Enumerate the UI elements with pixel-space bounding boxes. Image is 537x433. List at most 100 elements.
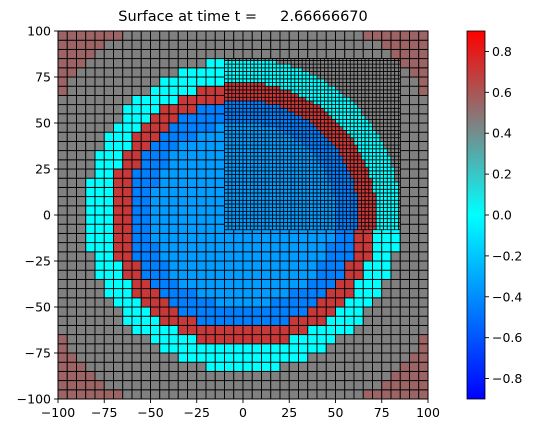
surface-fine-cell — [357, 148, 362, 153]
surface-fine-cell — [357, 196, 362, 201]
surface-cell — [205, 324, 216, 336]
surface-fine-cell — [301, 207, 307, 212]
surface-cell — [409, 288, 420, 299]
surface-cell — [57, 48, 68, 60]
surface-cell — [131, 232, 142, 244]
surface-fine-cell — [383, 199, 388, 205]
surface-fine-cell — [309, 225, 314, 231]
surface-fine-cell — [261, 58, 266, 61]
surface-cell — [261, 315, 272, 326]
surface-cell — [177, 380, 188, 391]
surface-fine-cell — [242, 74, 248, 80]
surface-fine-cell — [372, 210, 377, 216]
surface-cell — [224, 380, 235, 391]
surface-fine-cell — [375, 85, 381, 91]
surface-cell — [113, 168, 124, 179]
surface-fine-cell — [298, 152, 303, 157]
surface-fine-cell — [331, 100, 336, 105]
surface-fine-cell — [386, 60, 392, 65]
surface-fine-cell — [253, 78, 259, 83]
surface-fine-cell — [287, 192, 292, 197]
surface-cell — [279, 324, 290, 336]
surface-fine-cell — [242, 166, 248, 172]
surface-fine-cell — [298, 188, 303, 194]
surface-cell — [372, 315, 383, 326]
surface-fine-cell — [342, 93, 347, 98]
surface-cell — [233, 232, 244, 244]
surface-fine-cell — [261, 185, 266, 190]
surface-fine-cell — [246, 203, 251, 209]
surface-cell — [325, 343, 336, 354]
surface-fine-cell — [275, 118, 281, 124]
surface-fine-cell — [287, 133, 292, 139]
surface-fine-cell — [338, 58, 344, 61]
surface-fine-cell — [357, 221, 362, 227]
surface-fine-cell — [257, 166, 262, 172]
surface-cell — [94, 39, 105, 50]
surface-cell — [66, 94, 77, 106]
surface-cell — [205, 232, 216, 244]
surface-cell — [288, 251, 299, 262]
surface-fine-cell — [242, 141, 248, 146]
surface-fine-cell — [320, 218, 325, 223]
surface-cell — [418, 297, 429, 308]
surface-fine-cell — [346, 177, 351, 183]
surface-fine-cell — [275, 207, 281, 212]
surface-fine-cell — [250, 141, 255, 146]
surface-cell — [66, 352, 77, 363]
surface-fine-cell — [312, 152, 318, 157]
surface-fine-cell — [353, 85, 359, 91]
surface-cell — [399, 242, 410, 253]
surface-fine-cell — [287, 96, 292, 102]
surface-fine-cell — [279, 74, 285, 80]
surface-cell — [214, 315, 225, 326]
surface-cell — [325, 260, 336, 271]
surface-fine-cell — [272, 133, 277, 139]
surface-cell — [76, 260, 87, 271]
surface-cell — [418, 232, 429, 244]
surface-fine-cell — [346, 60, 351, 65]
surface-fine-cell — [257, 181, 262, 186]
surface-fine-cell — [349, 133, 355, 139]
surface-fine-cell — [272, 67, 277, 72]
surface-cell — [150, 30, 161, 41]
surface-fine-cell — [386, 63, 392, 69]
surface-fine-cell — [227, 78, 233, 83]
surface-fine-cell — [275, 60, 281, 65]
surface-fine-cell — [379, 58, 384, 61]
surface-fine-cell — [250, 100, 255, 105]
surface-fine-cell — [316, 67, 322, 72]
surface-fine-cell — [250, 155, 255, 161]
surface-fine-cell — [386, 199, 392, 205]
surface-fine-cell — [331, 210, 336, 216]
surface-fine-cell — [324, 210, 329, 216]
surface-fine-cell — [283, 78, 288, 83]
surface-fine-cell — [275, 129, 281, 135]
surface-cell — [66, 113, 77, 124]
surface-cell — [168, 352, 179, 363]
surface-cell — [103, 122, 114, 133]
surface-fine-cell — [327, 192, 333, 197]
surface-fine-cell — [357, 111, 362, 117]
surface-fine-cell — [349, 104, 355, 109]
surface-fine-cell — [298, 133, 303, 139]
surface-fine-cell — [290, 93, 296, 98]
surface-cell — [168, 150, 179, 161]
surface-fine-cell — [357, 141, 362, 146]
surface-fine-cell — [368, 71, 373, 76]
surface-fine-cell — [301, 96, 307, 102]
surface-cell — [57, 76, 68, 87]
surface-cell — [57, 361, 68, 372]
surface-fine-cell — [335, 174, 340, 179]
surface-fine-cell — [335, 100, 340, 105]
surface-fine-cell — [224, 63, 229, 69]
surface-cell — [122, 30, 133, 41]
surface-cell — [113, 205, 124, 216]
surface-fine-cell — [390, 100, 396, 105]
surface-fine-cell — [338, 196, 344, 201]
surface-cell — [113, 278, 124, 290]
surface-fine-cell — [398, 141, 401, 146]
surface-fine-cell — [257, 174, 262, 179]
surface-fine-cell — [312, 192, 318, 197]
surface-cell — [214, 205, 225, 216]
